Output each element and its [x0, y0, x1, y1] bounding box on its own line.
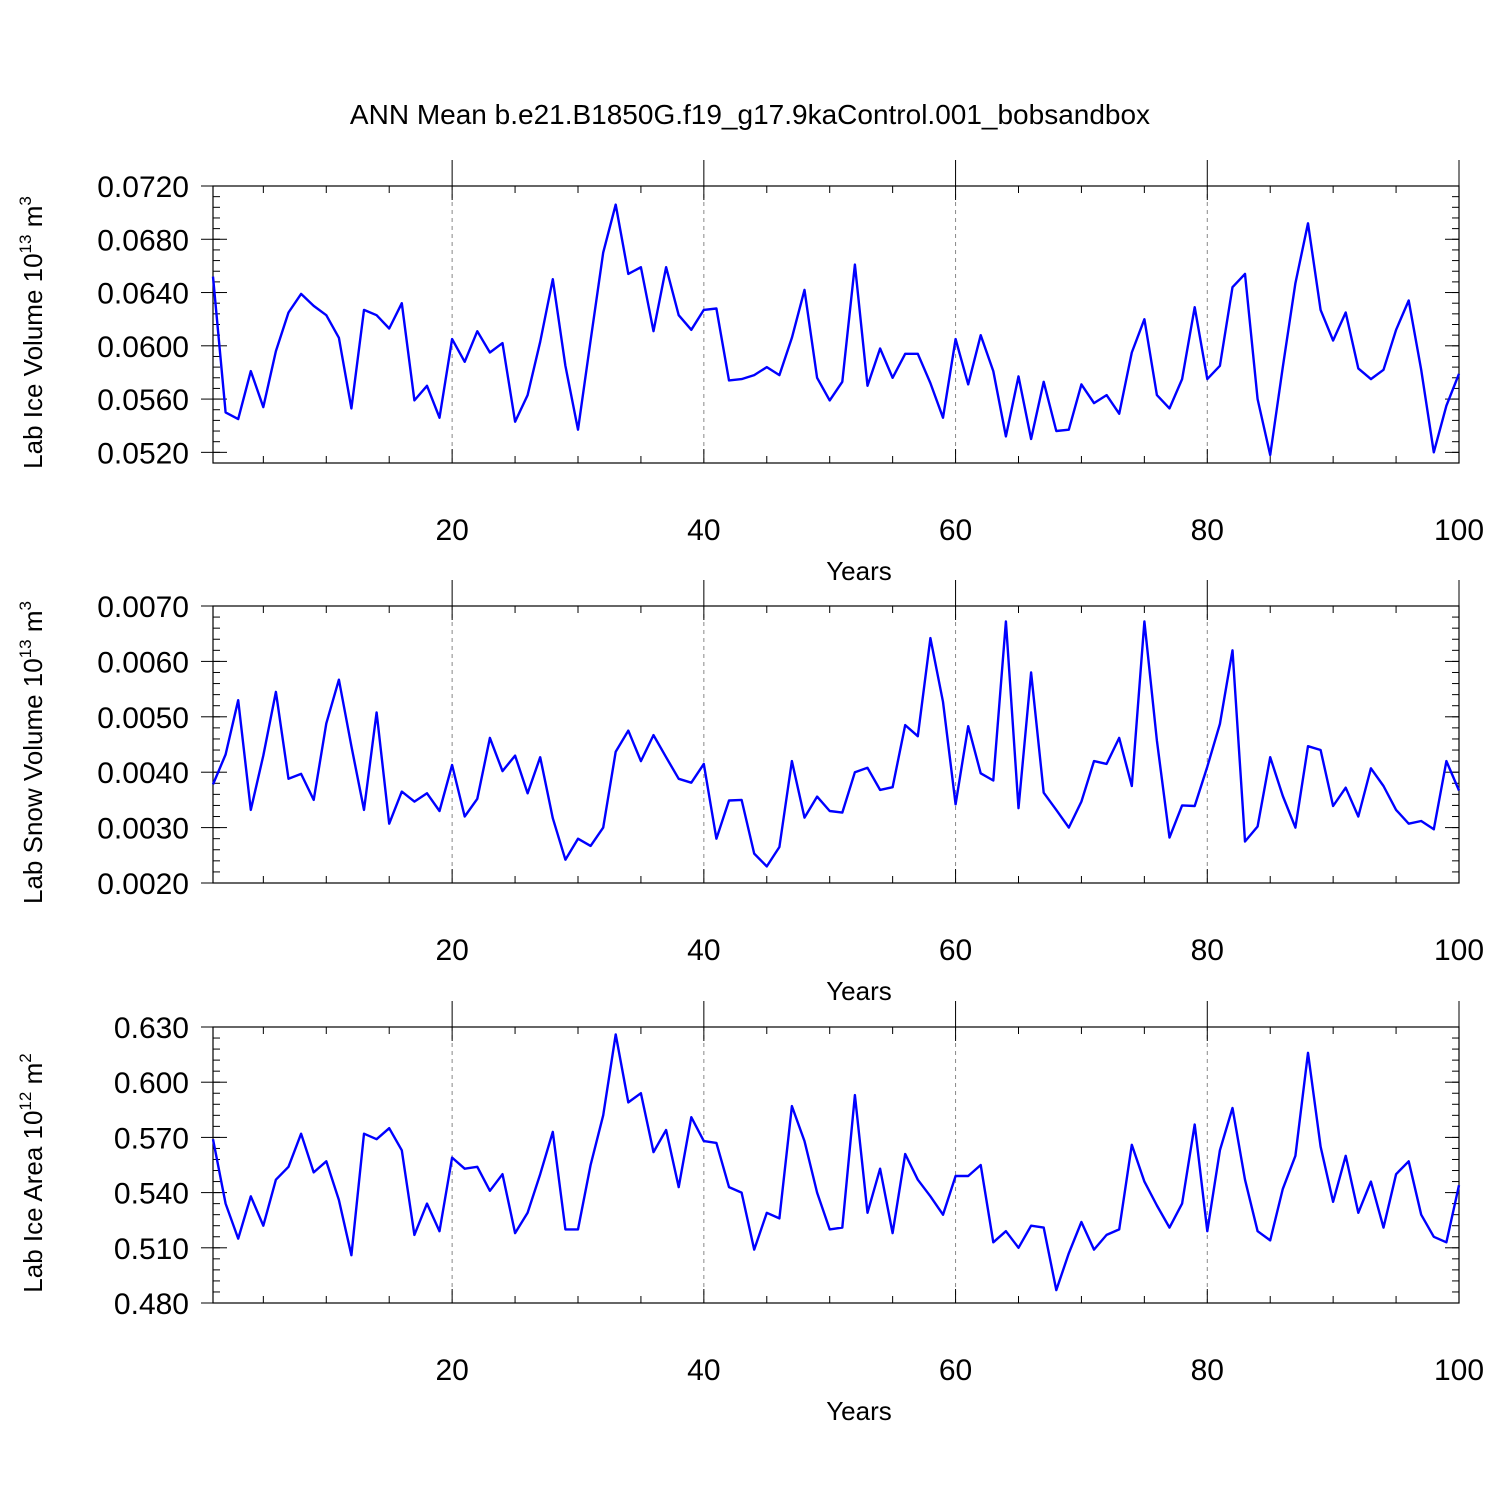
y-axis-label-text: m	[18, 610, 48, 639]
x-tick-label: 80	[1191, 1354, 1224, 1387]
y-axis-label: Lab Ice Area 1012 m2	[16, 1053, 48, 1292]
x-axis-label: Years	[826, 976, 892, 1006]
y-tick-label: 0.0040	[97, 757, 189, 790]
plot-frame	[212, 1026, 1460, 1304]
y-axis-label-superscript: 3	[16, 601, 35, 610]
y-axis-label-superscript: 12	[16, 1092, 35, 1111]
y-tick-label: 0.570	[114, 1122, 189, 1155]
x-tick-label: 100	[1434, 1354, 1484, 1387]
data-series-line	[211, 203, 1461, 457]
y-tick-label: 0.0640	[97, 278, 189, 311]
plot-frame	[212, 605, 1460, 884]
x-tick-label: 60	[939, 934, 972, 967]
panel-3: 0.480 0.510 0.540 0.570 0.600 0.630 20 40 60 80 10…	[16, 1001, 1484, 1426]
y-tick-label: 0.0020	[97, 868, 189, 901]
y-axis-label: Lab Snow Volume 1013 m3	[16, 601, 48, 904]
y-axis-label-superscript: 13	[16, 639, 35, 658]
y-axis-label-text: Lab Ice Volume 10	[18, 253, 48, 468]
y-tick-label: 0.0070	[97, 591, 189, 624]
y-axis-label-superscript: 3	[16, 196, 35, 205]
y-tick-label: 0.540	[114, 1178, 189, 1211]
x-tick-label: 40	[687, 1354, 720, 1387]
x-tick-label: 20	[435, 1354, 468, 1387]
x-tick-label: 100	[1434, 514, 1484, 547]
figure-title: ANN Mean b.e21.B1850G.f19_g17.9kaControl…	[350, 99, 1150, 130]
y-axis-label-text: m	[18, 1063, 48, 1092]
y-tick-label: 0.0600	[97, 331, 189, 364]
plot-frame	[212, 185, 1460, 464]
y-tick-label: 0.510	[114, 1233, 189, 1266]
y-tick-label: 0.0060	[97, 646, 189, 679]
data-series-line	[211, 620, 1461, 868]
y-axis-label-text: Lab Ice Area 10	[18, 1111, 48, 1293]
y-tick-label: 0.0720	[97, 171, 189, 204]
x-tick-label: 80	[1191, 514, 1224, 547]
y-axis-label-text: Lab Snow Volume 10	[18, 658, 48, 904]
panel-1: 0.0520 0.0560 0.0600 0.0640 0.0680 0.0720 20 40…	[16, 160, 1484, 586]
y-axis-label-superscript: 2	[16, 1053, 35, 1062]
panel-2: 0.0020 0.0030 0.0040 0.0050 0.0060 0.0070 20 40…	[16, 580, 1484, 1006]
y-tick-label: 0.480	[114, 1288, 189, 1321]
y-tick-label: 0.0560	[97, 384, 189, 417]
y-tick-label: 0.600	[114, 1067, 189, 1100]
y-axis-label: Lab Ice Volume 1013 m3	[16, 196, 48, 469]
y-axis-label-superscript: 13	[16, 235, 35, 254]
x-axis-label: Years	[826, 1396, 892, 1426]
x-tick-label: 60	[939, 514, 972, 547]
x-tick-label: 100	[1434, 934, 1484, 967]
x-tick-label: 80	[1191, 934, 1224, 967]
y-tick-label: 0.0030	[97, 813, 189, 846]
x-tick-label: 20	[435, 514, 468, 547]
y-axis-label-text: m	[18, 206, 48, 235]
y-tick-label: 0.0680	[97, 224, 189, 257]
x-tick-label: 60	[939, 1354, 972, 1387]
x-axis-label: Years	[826, 556, 892, 586]
y-tick-label: 0.0050	[97, 702, 189, 735]
data-series-line	[211, 1033, 1461, 1292]
x-tick-label: 20	[435, 934, 468, 967]
y-tick-label: 0.0520	[97, 437, 189, 470]
x-tick-label: 40	[687, 934, 720, 967]
x-tick-label: 40	[687, 514, 720, 547]
y-tick-label: 0.630	[114, 1012, 189, 1045]
